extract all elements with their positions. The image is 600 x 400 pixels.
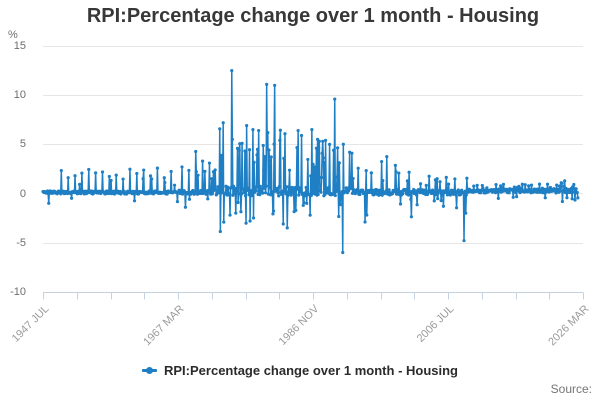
legend-label: RPI:Percentage change over 1 month - Hou… <box>164 363 458 378</box>
y-tick-label: 10 <box>13 89 26 101</box>
chart-title: RPI:Percentage change over 1 month - Hou… <box>86 5 540 27</box>
series-line-marker-icon <box>142 366 157 375</box>
y-tick-label: 15 <box>13 40 26 52</box>
y-tick-label: 5 <box>19 138 26 150</box>
y-axis-unit-label: % <box>8 29 18 41</box>
y-tick-label: -5 <box>16 237 26 249</box>
source-label: Source: <box>550 382 592 396</box>
y-tick-label: 0 <box>19 188 26 200</box>
legend-item[interactable]: RPI:Percentage change over 1 month - Hou… <box>142 363 458 378</box>
y-tick-label: -10 <box>10 286 26 298</box>
